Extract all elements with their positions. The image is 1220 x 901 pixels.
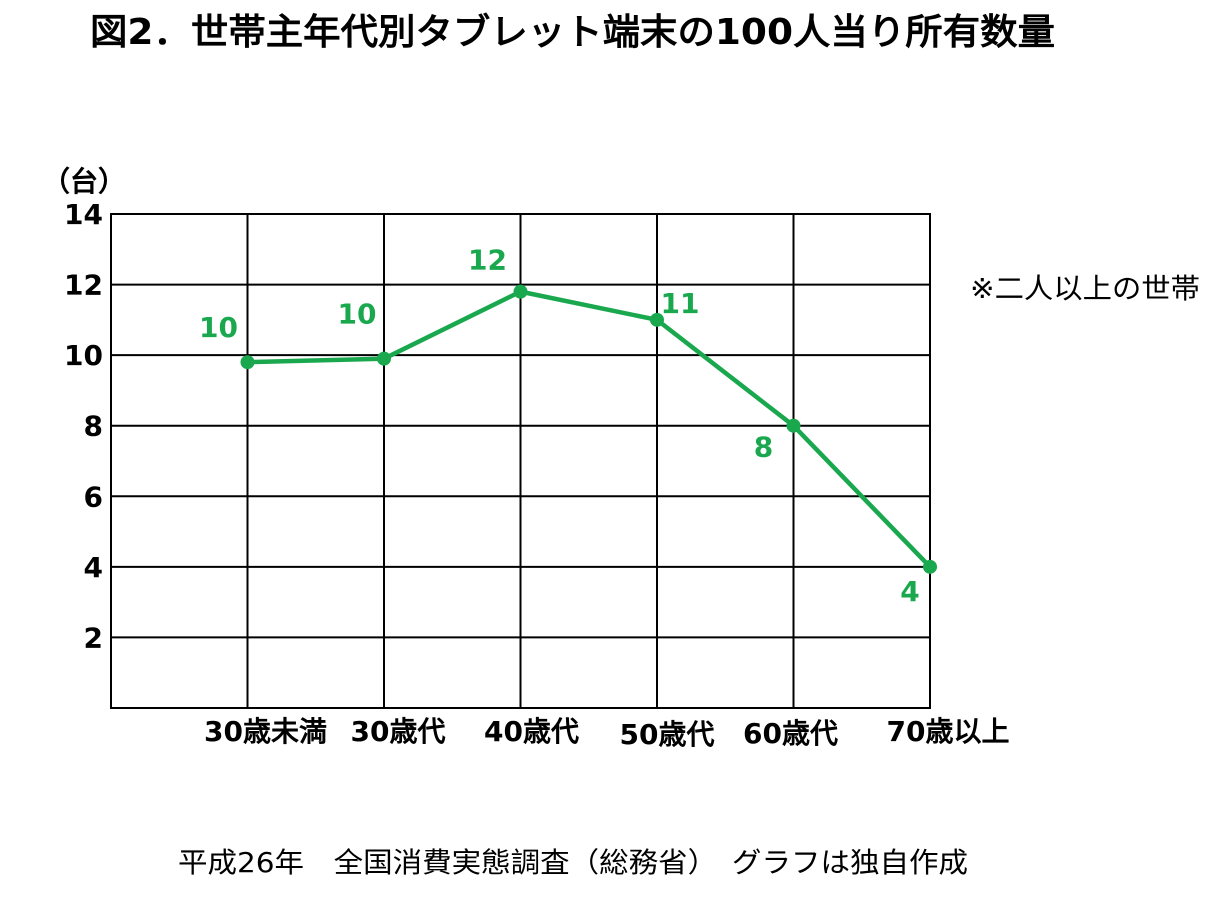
data-point: [377, 351, 391, 366]
data-label: 10: [199, 311, 238, 344]
x-tick-label: 70歳以上: [887, 715, 1010, 748]
y-axis-unit-label: （台）: [42, 165, 126, 198]
y-tick-label: 10: [64, 339, 103, 372]
series-line: [245, 289, 933, 570]
x-tick-label: 30歳代: [351, 715, 446, 748]
data-point: [923, 559, 937, 574]
y-tick-label: 12: [64, 269, 103, 302]
data-label: 8: [754, 431, 773, 464]
y-tick-label: 6: [84, 480, 103, 513]
data-label: 12: [468, 244, 507, 277]
data-point: [650, 312, 664, 327]
data-point: [786, 418, 801, 433]
y-tick-label: 8: [84, 410, 103, 443]
y-tick-label: 14: [64, 198, 103, 231]
y-tick-label: 2: [84, 621, 103, 654]
y-axis-ticks: 2 4 6 8 10 12 14: [64, 198, 103, 654]
data-label: 11: [661, 287, 700, 320]
series-group: 10 10 12 11 8 4: [199, 244, 937, 608]
data-point: [240, 355, 255, 370]
x-axis-ticks: 30歳未満 30歳代 40歳代 50歳代 60歳代 70歳以上: [204, 715, 1009, 751]
x-tick-label: 50歳代: [620, 718, 715, 751]
chart-title: 図2．世帯主年代別タブレット端末の100人当り所有数量: [90, 11, 1055, 53]
x-tick-label: 40歳代: [484, 715, 579, 748]
data-label: 4: [900, 575, 919, 608]
household-note: ※二人以上の世帯: [970, 272, 1200, 305]
data-point: [513, 284, 528, 299]
data-label: 10: [338, 298, 377, 331]
source-note: 平成26年 全国消費実態調査（総務省） グラフは独自作成: [178, 846, 968, 879]
x-tick-label: 30歳未満: [204, 715, 327, 748]
plot-frame: [110, 213, 931, 709]
x-tick-label: 60歳代: [743, 717, 838, 750]
y-tick-label: 4: [84, 551, 103, 584]
